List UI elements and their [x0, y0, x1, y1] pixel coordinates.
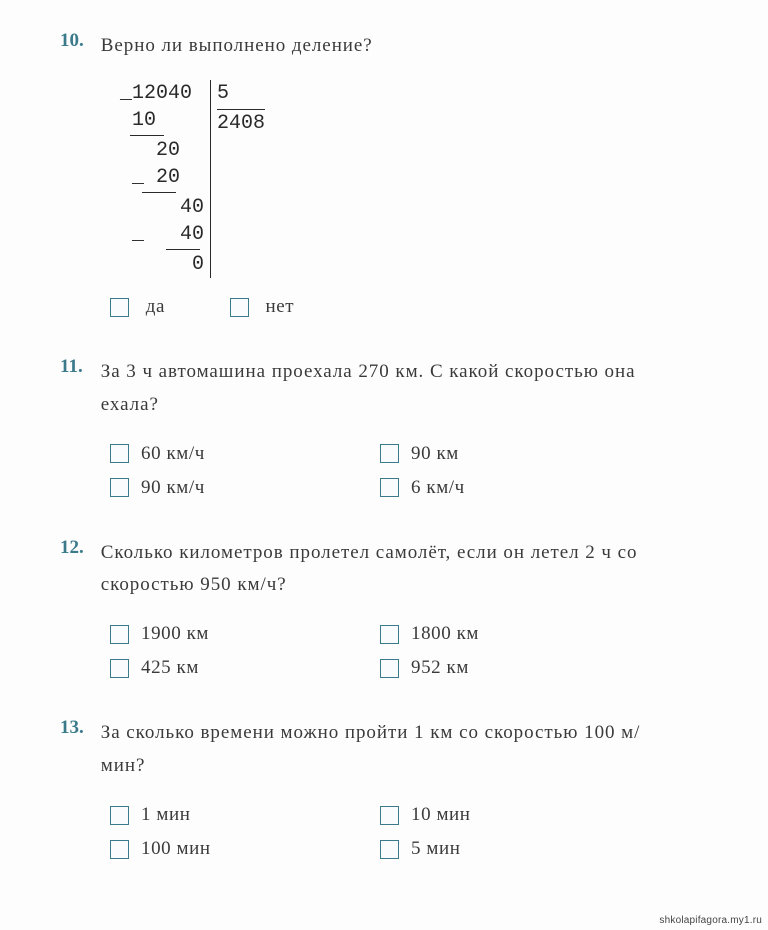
- checkbox-no[interactable]: [230, 298, 249, 317]
- options: 60 км/ч 90 км 90 км/ч 6 км/ч: [110, 443, 718, 499]
- step: 40: [144, 223, 204, 246]
- option-label: 1 мин: [141, 804, 190, 826]
- step: 20: [144, 139, 180, 162]
- option-label: 425 км: [141, 657, 199, 679]
- problem-text: За 3 ч автомашина проехала 270 км. С ка­…: [101, 356, 671, 421]
- option-label: 1900 км: [141, 623, 209, 645]
- option-label: да: [146, 296, 165, 317]
- checkbox[interactable]: [110, 625, 129, 644]
- step: 40: [144, 196, 204, 219]
- yes-no-options: да нет: [110, 296, 718, 318]
- problem-12: 12. Сколько километров пролетел самолёт,…: [60, 537, 718, 680]
- option-label: 1800 км: [411, 623, 479, 645]
- problem-number: 10.: [60, 30, 96, 52]
- option-label: нет: [266, 296, 295, 317]
- options: 1 мин 10 мин 100 мин 5 мин: [110, 804, 718, 860]
- step: 0: [144, 253, 204, 276]
- footer-watermark: shkolapifagora.my1.ru: [659, 915, 762, 926]
- problem-13: 13. За сколько времени можно пройти 1 км…: [60, 717, 718, 860]
- quotient: 2408: [217, 110, 265, 137]
- problem-text: Верно ли выполнено деление?: [101, 30, 671, 62]
- step: 20: [144, 166, 180, 189]
- checkbox[interactable]: [380, 625, 399, 644]
- problem-10: 10. Верно ли выполнено деление? _12040 1…: [60, 30, 718, 318]
- checkbox[interactable]: [110, 478, 129, 497]
- option-label: 5 мин: [411, 838, 460, 860]
- checkbox[interactable]: [110, 840, 129, 859]
- option-label: 90 км: [411, 443, 459, 465]
- checkbox[interactable]: [380, 478, 399, 497]
- option-label: 952 км: [411, 657, 469, 679]
- problem-text: За сколько времени можно пройти 1 км со …: [101, 717, 671, 782]
- step: 10: [132, 109, 156, 132]
- dividend: 12040: [132, 82, 192, 105]
- option-label: 6 км/ч: [411, 477, 465, 499]
- divisor: 5: [217, 80, 265, 110]
- problem-11: 11. За 3 ч автомашина проехала 270 км. С…: [60, 356, 718, 499]
- checkbox[interactable]: [380, 840, 399, 859]
- options: 1900 км 1800 км 425 км 952 км: [110, 623, 718, 679]
- checkbox[interactable]: [110, 444, 129, 463]
- checkbox-yes[interactable]: [110, 298, 129, 317]
- problem-number: 13.: [60, 717, 96, 739]
- option-label: 10 мин: [411, 804, 471, 826]
- option-label: 60 км/ч: [141, 443, 205, 465]
- problem-number: 11.: [60, 356, 96, 378]
- checkbox[interactable]: [380, 659, 399, 678]
- problem-text: Сколько километров пролетел самолёт, есл…: [101, 537, 671, 602]
- checkbox[interactable]: [110, 659, 129, 678]
- long-division: _12040 10 20 _ 20 40 _ 40 0 5 2408: [120, 80, 718, 278]
- checkbox[interactable]: [110, 806, 129, 825]
- checkbox[interactable]: [380, 444, 399, 463]
- option-label: 90 км/ч: [141, 477, 205, 499]
- option-label: 100 мин: [141, 838, 211, 860]
- checkbox[interactable]: [380, 806, 399, 825]
- problem-number: 12.: [60, 537, 96, 559]
